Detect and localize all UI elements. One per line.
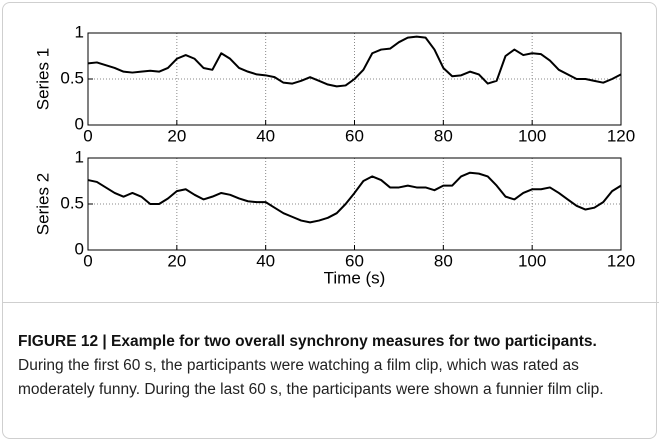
plot-frame	[87, 32, 622, 126]
caption-text: During the first 60 s, the participants …	[18, 357, 604, 398]
caption-title: FIGURE 12 | Example for two overall sync…	[18, 333, 597, 350]
x-tick-label: 0	[83, 126, 92, 145]
y-axis-label: Series 2	[33, 173, 52, 235]
x-tick-label: 20	[167, 251, 186, 270]
y-axis-label: Series 1	[33, 48, 52, 110]
x-tick-label: 80	[434, 126, 453, 145]
separator	[2, 302, 659, 303]
line-series	[87, 35, 622, 88]
x-tick-label: 20	[167, 126, 186, 145]
x-axis-label: Time (s)	[324, 268, 386, 287]
caption: FIGURE 12 | Example for two overall sync…	[18, 330, 646, 402]
x-tick-label: 0	[83, 251, 92, 270]
plot-frame	[87, 157, 622, 251]
y-tick-label: 0.5	[60, 193, 84, 212]
figure-frame	[2, 2, 657, 439]
x-tick-label: 120	[607, 126, 635, 145]
x-tick-label: 100	[518, 251, 546, 270]
x-tick-label: 60	[345, 126, 364, 145]
y-tick-label: 0.5	[60, 68, 84, 87]
y-tick-label: 1	[75, 22, 84, 41]
y-tick-label: 1	[75, 147, 84, 166]
line-series	[87, 171, 622, 224]
x-tick-label: 80	[434, 251, 453, 270]
y-tick-label: 0	[75, 239, 84, 258]
x-tick-label: 100	[518, 126, 546, 145]
x-tick-label: 40	[256, 251, 275, 270]
x-tick-label: 120	[607, 251, 635, 270]
y-tick-label: 0	[75, 114, 84, 133]
x-tick-label: 40	[256, 126, 275, 145]
x-tick-label: 60	[345, 251, 364, 270]
figure: 0 0.5 1 0 20 40 60 80 100 120 Series 1 0 0.5 1 0 20 40 60…	[33, 22, 635, 287]
